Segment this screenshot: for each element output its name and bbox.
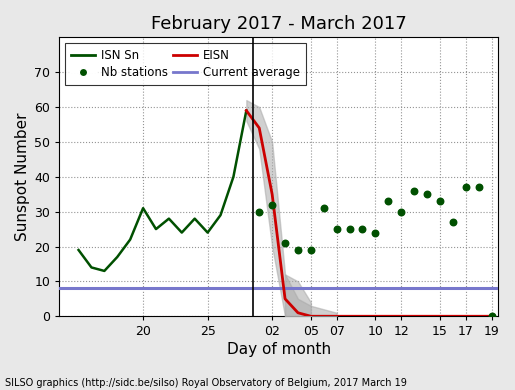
Point: [384, 198, 392, 204]
Title: February 2017 - March 2017: February 2017 - March 2017: [151, 15, 406, 33]
Point: [320, 205, 328, 211]
Point: [281, 240, 289, 246]
Point: [333, 226, 341, 232]
Text: SILSO graphics (http://sidc.be/silso) Royal Observatory of Belgium, 2017 March 1: SILSO graphics (http://sidc.be/silso) Ro…: [5, 378, 407, 388]
X-axis label: Day of month: Day of month: [227, 342, 331, 358]
Point: [410, 188, 418, 194]
Point: [449, 219, 457, 225]
Point: [371, 229, 380, 236]
Point: [461, 184, 470, 190]
Point: [255, 209, 263, 215]
Legend: ISN Sn, Nb stations, EISN, Current average: ISN Sn, Nb stations, EISN, Current avera…: [65, 43, 306, 85]
Point: [423, 191, 431, 197]
Y-axis label: Sunspot Number: Sunspot Number: [15, 113, 30, 241]
Point: [346, 226, 354, 232]
Point: [294, 247, 302, 253]
Point: [397, 209, 405, 215]
Point: [474, 184, 483, 190]
Point: [436, 198, 444, 204]
Point: [487, 313, 495, 319]
Point: [358, 226, 367, 232]
Point: [307, 247, 315, 253]
Point: [268, 202, 276, 208]
